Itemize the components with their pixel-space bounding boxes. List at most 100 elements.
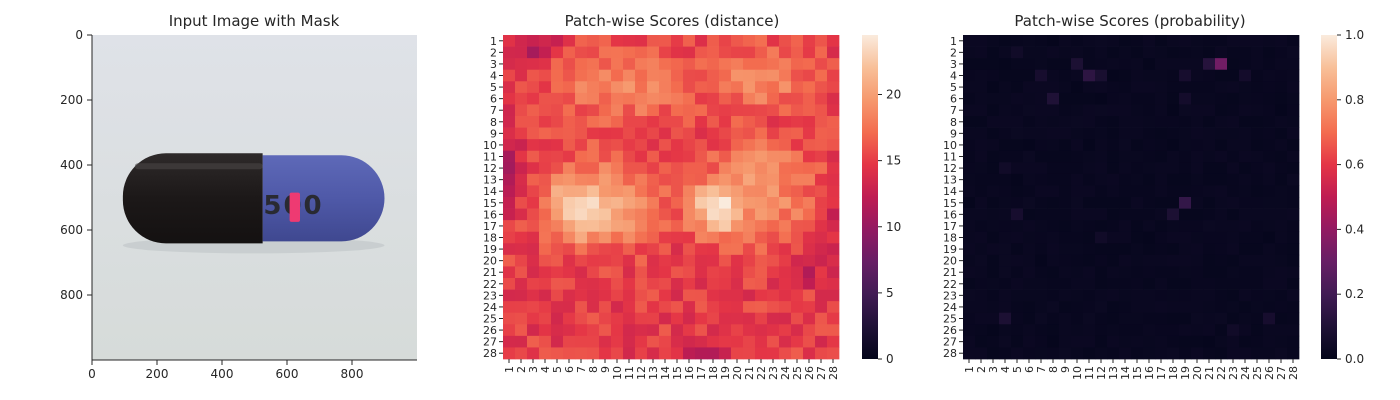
- heatmap-cell: [779, 278, 792, 290]
- heatmap-cell: [1263, 46, 1276, 59]
- heatmap-cell: [1011, 197, 1024, 209]
- heatmap-cell: [755, 301, 768, 314]
- heatmap-cell: [719, 266, 732, 279]
- heatmap-cell: [1095, 81, 1108, 94]
- y-tick-label: 1: [950, 35, 957, 48]
- heatmap-cell: [659, 289, 672, 302]
- heatmap-cell: [635, 69, 648, 82]
- heatmap-cell: [707, 69, 720, 82]
- heatmap-cell: [551, 197, 564, 209]
- heatmap-cell: [1179, 347, 1192, 360]
- heatmap-cell: [527, 69, 540, 82]
- heatmap-cell: [575, 220, 588, 233]
- heatmap-cell: [999, 289, 1012, 302]
- heatmap-cell: [659, 185, 672, 198]
- heatmap-cell: [527, 116, 540, 128]
- heatmap-cell: [551, 58, 564, 71]
- heatmap-cell: [1035, 162, 1048, 175]
- heatmap-cell: [611, 278, 624, 290]
- y-tick-label: 16: [943, 208, 957, 221]
- heatmap-cell: [1059, 266, 1072, 279]
- heatmap-cell: [611, 185, 624, 198]
- heatmap-cell: [683, 162, 696, 175]
- heatmap-cell: [1203, 278, 1216, 290]
- heatmap-cell: [635, 150, 648, 163]
- heatmap-cell: [1047, 254, 1060, 267]
- heatmap-cell: [1071, 278, 1084, 290]
- x-tick-label: 9: [599, 366, 612, 373]
- heatmap-cell: [563, 46, 576, 59]
- heatmap-cell: [623, 58, 636, 71]
- heatmap-cell: [1191, 347, 1204, 360]
- heatmap-cell: [551, 266, 564, 279]
- heatmap-cell: [1227, 116, 1240, 128]
- heatmap-cell: [1203, 335, 1216, 348]
- heatmap-cell: [827, 266, 840, 279]
- heatmap-cell: [611, 46, 624, 59]
- heatmap-cell: [1251, 208, 1264, 221]
- heatmap-cell: [1011, 116, 1024, 128]
- heatmap-cell: [963, 208, 976, 221]
- heatmap-cell: [707, 266, 720, 279]
- heatmap-cell: [1287, 58, 1300, 71]
- heatmap-cell: [1191, 127, 1204, 140]
- heatmap-cell: [963, 289, 976, 302]
- heatmap-cell: [539, 104, 552, 117]
- heatmap-cell: [1107, 35, 1120, 47]
- heatmap-cell: [719, 150, 732, 163]
- heatmap-cell: [1203, 220, 1216, 233]
- heatmap-cell: [1131, 81, 1144, 94]
- x-tick-label: 600: [276, 367, 299, 381]
- heatmap-cell: [987, 173, 1000, 186]
- x-tick-label: 6: [1023, 366, 1036, 373]
- heatmap-cell: [963, 116, 976, 128]
- heatmap-cell: [551, 243, 564, 256]
- heatmap-cell: [527, 208, 540, 221]
- x-tick-label: 20: [731, 366, 744, 380]
- heatmap-cell: [599, 127, 612, 140]
- heatmap-cell: [963, 278, 976, 290]
- heatmap-cell: [779, 254, 792, 267]
- heatmap-cell: [635, 231, 648, 244]
- heatmap-cell: [563, 92, 576, 105]
- heatmap-cell: [1179, 220, 1192, 233]
- heatmap-cell: [1143, 81, 1156, 94]
- heatmap-cell: [1107, 150, 1120, 163]
- heatmap-cell: [791, 185, 804, 198]
- heatmap-cell: [599, 301, 612, 314]
- heatmap-cell: [1131, 335, 1144, 348]
- heatmap-cell: [1023, 347, 1036, 360]
- heatmap-cell: [1143, 266, 1156, 279]
- heatmap-cell: [719, 162, 732, 175]
- heatmap-cell: [1215, 347, 1228, 360]
- heatmap-cell: [659, 254, 672, 267]
- heatmap-cell: [647, 58, 660, 71]
- heatmap-cell: [1287, 254, 1300, 267]
- heatmap-cell: [1167, 35, 1180, 47]
- heatmap-cell: [611, 266, 624, 279]
- heatmap-cell: [1251, 104, 1264, 117]
- heatmap-cell: [1047, 139, 1060, 152]
- heatmap-cell: [1215, 185, 1228, 198]
- heatmap-cell: [1047, 116, 1060, 128]
- heatmap-cell: [1191, 58, 1204, 71]
- heatmap-cell: [1167, 266, 1180, 279]
- heatmap-cell: [1191, 150, 1204, 163]
- heatmap-cell: [551, 162, 564, 175]
- heatmap-cell: [1263, 312, 1276, 325]
- heatmap-cell: [803, 208, 816, 221]
- heatmap-cell: [999, 254, 1012, 267]
- heatmap-cell: [563, 312, 576, 325]
- heatmap-cell: [575, 208, 588, 221]
- heatmap-cell: [815, 324, 828, 337]
- heatmap-cell: [1023, 92, 1036, 105]
- heatmap-cell: [1167, 69, 1180, 82]
- heatmap-cell: [1191, 335, 1204, 348]
- heatmap-cell: [1131, 347, 1144, 360]
- heatmap-cell: [1107, 185, 1120, 198]
- heatmap-cell: [611, 301, 624, 314]
- y-tick-label: 13: [483, 174, 497, 187]
- y-tick-label: 6: [490, 93, 497, 106]
- heatmap-cell: [803, 150, 816, 163]
